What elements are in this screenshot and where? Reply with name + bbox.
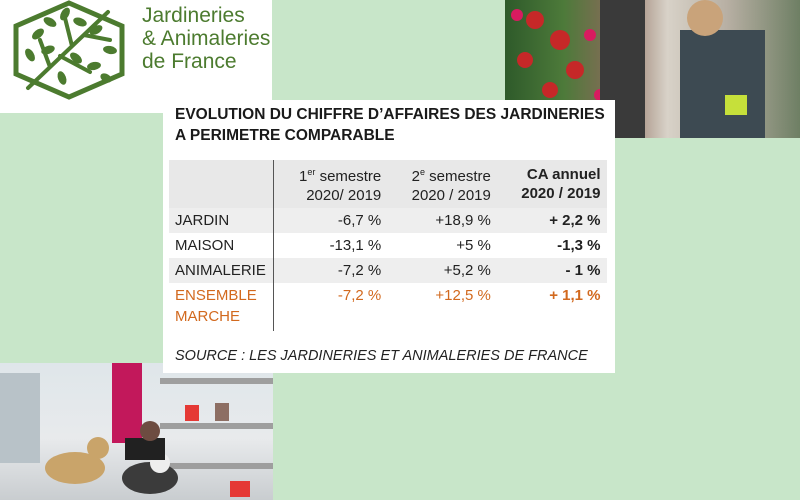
row-label: MAISON (169, 233, 274, 258)
header-first-semester-word: semestre (315, 168, 382, 185)
row-first-semester: -13,1 % (273, 233, 388, 258)
table-row: MAISON -13,1 % +5 % -1,3 % (169, 233, 607, 258)
total-first-semester: -7,2 % (273, 283, 388, 331)
row-annual: - 1 % (496, 258, 607, 283)
logo: Jardineries & Animaleries de France (0, 0, 272, 113)
total-label-line-2: MARCHE (175, 308, 241, 325)
header-first-semester-sup: er (307, 167, 316, 177)
row-first-semester: -7,2 % (273, 258, 388, 283)
header-second-semester: 2e semestre 2020 / 2019 (387, 160, 497, 208)
revenue-evolution-card: EVOLUTION DU CHIFFRE D’AFFAIRES DES JARD… (163, 100, 615, 373)
row-second-semester: +5,2 % (387, 258, 497, 283)
header-first-semester-num: 1 (299, 168, 308, 185)
row-annual: + 2,2 % (496, 208, 607, 233)
table-header-row: 1er semestre 2020/ 2019 2e semestre 2020… (169, 160, 607, 208)
row-label: JARDIN (169, 208, 274, 233)
row-first-semester: -6,7 % (273, 208, 388, 233)
total-label-line-1: ENSEMBLE (175, 287, 257, 304)
table-row-total: ENSEMBLE MARCHE -7,2 % +12,5 % + 1,1 % (169, 283, 607, 331)
header-second-semester-period: 2020 / 2019 (411, 187, 491, 204)
logo-line-3: de France (142, 50, 237, 73)
row-label: ANIMALERIE (169, 258, 274, 283)
row-second-semester: +18,9 % (387, 208, 497, 233)
pet-store-dogs-photo (0, 363, 273, 500)
source-note: SOURCE : LES JARDINERIES ET ANIMALERIES … (175, 348, 588, 364)
logo-wordmark: Jardineries & Animaleries de France (142, 4, 270, 73)
header-second-semester-word: semestre (425, 168, 491, 185)
row-annual: -1,3 % (496, 233, 607, 258)
header-first-semester-period: 2020/ 2019 (306, 187, 382, 204)
total-label: ENSEMBLE MARCHE (169, 283, 274, 331)
total-annual: + 1,1 % (496, 283, 607, 331)
table-row: ANIMALERIE -7,2 % +5,2 % - 1 % (169, 258, 607, 283)
row-second-semester: +5 % (387, 233, 497, 258)
card-title: EVOLUTION DU CHIFFRE D’AFFAIRES DES JARD… (175, 106, 605, 144)
logo-line-1: Jardineries (142, 4, 245, 27)
total-second-semester: +12,5 % (387, 283, 497, 331)
header-empty (169, 160, 274, 208)
header-second-semester-num: 2 (411, 168, 420, 185)
revenue-table: 1er semestre 2020/ 2019 2e semestre 2020… (169, 160, 607, 331)
header-second-semester-sup: e (420, 167, 426, 177)
tree-leaves-hexagon-icon (13, 0, 125, 100)
header-first-semester: 1er semestre 2020/ 2019 (273, 160, 388, 208)
table-row: JARDIN -6,7 % +18,9 % + 2,2 % (169, 208, 607, 233)
header-annual: CA annuel 2020 / 2019 (496, 160, 607, 208)
logo-line-2: & Animaleries (142, 27, 271, 50)
header-annual-title: CA annuel (526, 166, 601, 183)
header-annual-period: 2020 / 2019 (521, 185, 601, 202)
